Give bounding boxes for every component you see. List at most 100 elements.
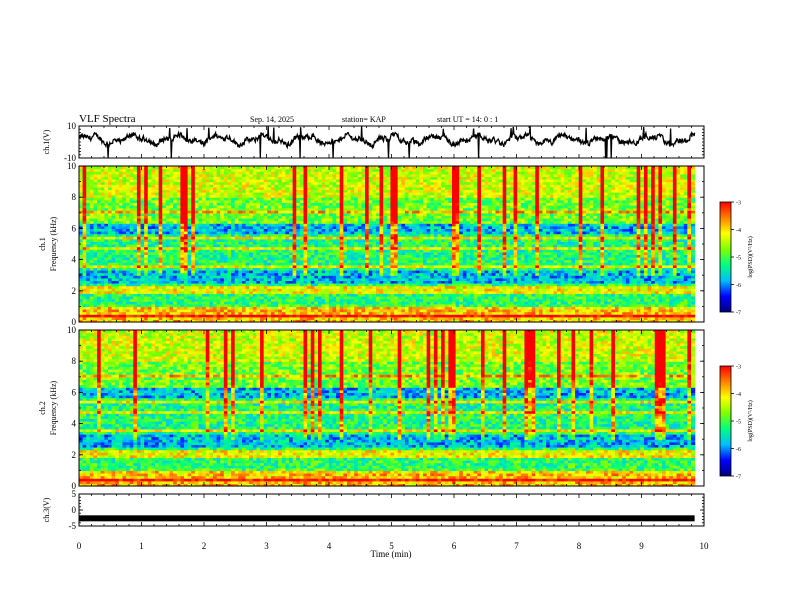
spectrogram-cell (100, 264, 105, 268)
spectrogram-cell (140, 303, 145, 307)
spectrogram-cell (165, 262, 171, 266)
spectrogram-cell (169, 173, 174, 177)
spectrogram-cell (165, 166, 171, 170)
spectrogram-cell (79, 212, 84, 216)
spectrogram-cell (118, 179, 124, 183)
spectrogram-cell (144, 293, 149, 297)
spectrogram-cell (147, 199, 153, 203)
spectrogram-cell (122, 197, 127, 201)
spectrogram-cell (107, 257, 113, 261)
spectrogram-cell (89, 212, 95, 216)
spectrogram-cell (86, 316, 91, 320)
spectrogram-cell (129, 184, 134, 188)
spectrogram-cell (136, 301, 142, 305)
spectrogram-cell (169, 231, 174, 235)
spectrogram-cell (122, 194, 127, 198)
spectrogram-cell (104, 166, 109, 170)
spectrogram-cell (115, 283, 120, 287)
spectrogram-cell (118, 168, 124, 172)
spectrogram-cell (144, 225, 149, 229)
spectrogram-cell (115, 272, 120, 276)
spectrogram-cell (184, 267, 189, 271)
spectrogram-cell (155, 316, 160, 320)
spectrogram-cell (169, 223, 174, 227)
spectrogram-cell (173, 309, 178, 313)
spectrogram-cell (184, 257, 189, 261)
spectrogram-cell (180, 218, 185, 222)
spectrogram-cell (151, 246, 156, 250)
spectrogram-cell (136, 311, 142, 315)
spectrogram-cell (93, 210, 98, 214)
spectrogram-cell (86, 277, 91, 281)
spectrogram-cell (162, 236, 167, 240)
spectrogram-cell (133, 228, 138, 232)
spectrogram-cell (155, 186, 160, 190)
spectrogram-cell (158, 210, 163, 214)
spectrogram-cell (140, 275, 145, 279)
spectrogram-cell (151, 272, 156, 276)
spectrogram-cell (155, 176, 160, 180)
spectrogram-cell (180, 251, 185, 255)
spectrogram-cell (144, 301, 149, 305)
spectrogram-cell (158, 218, 163, 222)
spectrogram-cell (93, 215, 98, 219)
spectrogram-cell (100, 285, 105, 289)
spectrogram-cell (173, 210, 178, 214)
spectrogram-cell (133, 189, 138, 193)
spectrogram-cell (173, 290, 178, 294)
spectrogram-cell (126, 210, 131, 214)
spectrogram-cell (158, 171, 163, 175)
spectrogram-cell (129, 231, 134, 235)
spectrogram-cell (147, 277, 153, 281)
spectrogram-cell (176, 223, 181, 227)
spectrogram-cell (100, 168, 105, 172)
spectrogram-cell (165, 236, 171, 240)
spectrogram-cell (144, 309, 149, 313)
spectrogram-cell (155, 319, 160, 323)
spectrogram-cell (173, 168, 178, 172)
spectrogram-cell (173, 233, 178, 237)
spectrogram-cell (82, 314, 87, 318)
spectrogram-cell (136, 233, 142, 237)
spectrogram-cell (79, 173, 84, 177)
spectrogram-cell (93, 179, 98, 183)
spectrogram-cell (82, 202, 87, 206)
spectrogram-cell (147, 244, 153, 248)
spectrogram-cell (165, 189, 171, 193)
spectrogram-cell (107, 184, 113, 188)
spectrogram-cell (79, 215, 84, 219)
spectrogram-cell (118, 189, 124, 193)
spectrogram-cell (129, 205, 134, 209)
spectrogram-cell (147, 262, 153, 266)
spectrogram-cell (184, 301, 189, 305)
spectrogram-cell (118, 192, 124, 196)
spectrogram-cell (169, 301, 174, 305)
spectrogram-cell (86, 207, 91, 211)
spectrogram-cell (89, 168, 95, 172)
spectrogram-cell (82, 254, 87, 258)
spectrogram-cell (147, 225, 153, 229)
spectrogram-cell (180, 272, 185, 276)
spectrogram-cell (122, 181, 127, 185)
spectrogram-cell (104, 277, 109, 281)
spectrogram-cell (86, 194, 91, 198)
spectrogram-cell (162, 192, 167, 196)
spectrogram-cell (169, 264, 174, 268)
spectrogram-cell (89, 280, 95, 284)
spectrogram-cell (151, 293, 156, 297)
spectrogram-cell (122, 283, 127, 287)
spectrogram-cell (151, 275, 156, 279)
spectrogram-cell (155, 262, 160, 266)
spectrogram-cell (155, 220, 160, 224)
spectrogram-cell (151, 296, 156, 300)
spectrogram-cell (129, 259, 134, 263)
spectrogram-cell (136, 218, 142, 222)
spectrogram-cell (118, 246, 124, 250)
spectrogram-cell (118, 223, 124, 227)
spectrogram-cell (140, 311, 145, 315)
spectrogram-cell (158, 314, 163, 318)
spectrogram-cell (79, 202, 84, 206)
spectrogram-cell (107, 186, 113, 190)
spectrogram-cell (151, 194, 156, 198)
